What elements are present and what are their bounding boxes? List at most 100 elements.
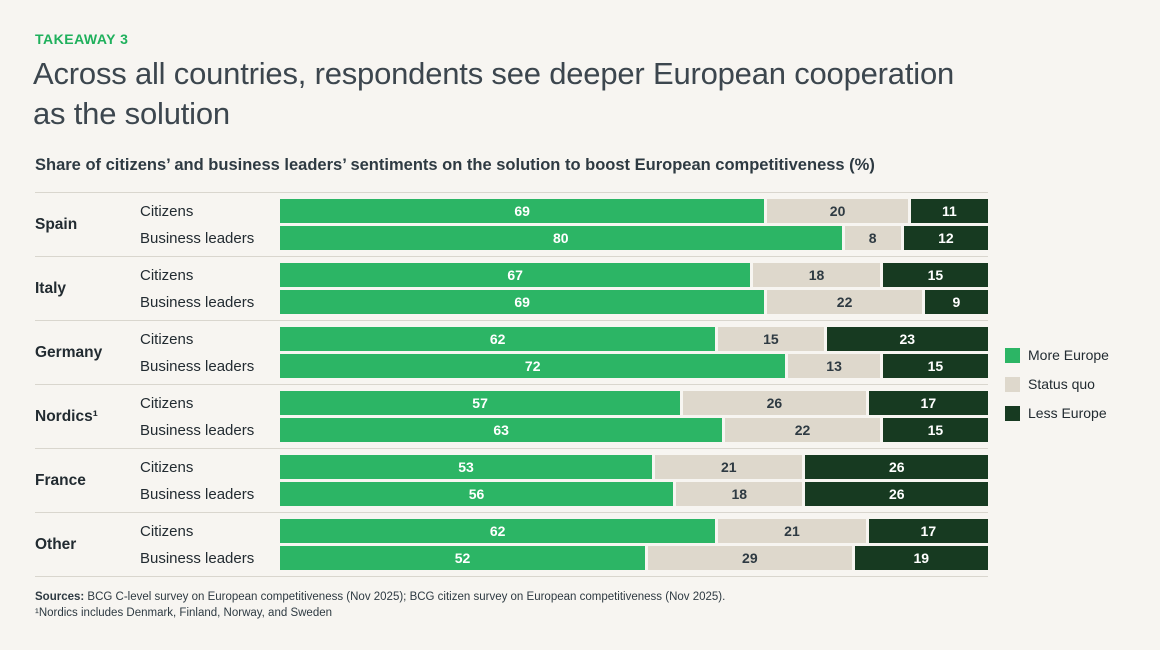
row-label: Citizens — [140, 458, 194, 476]
segment-value-label: 12 — [938, 230, 954, 246]
stacked-bar: 67 18 15 — [280, 263, 988, 287]
bar-segment-status-quo: 29 — [648, 546, 852, 570]
country-rows: Citizens 62 21 17 Business leaders 52 29 19 — [140, 519, 988, 570]
page-title-line-2: as the solution — [33, 96, 230, 131]
bar-segment-status-quo: 15 — [718, 327, 824, 351]
country-label: Germany — [35, 343, 103, 361]
bar-segment-less-europe: 19 — [854, 546, 988, 570]
stacked-bar: 57 26 17 — [280, 391, 988, 415]
bar-segment-more-europe: 56 — [280, 482, 674, 506]
segment-value-label: 15 — [763, 331, 779, 347]
bar-row: Citizens 57 26 17 — [140, 391, 988, 415]
chart-legend: More Europe Status quo Less Europe — [1005, 347, 1109, 421]
country-label: Nordics¹ — [35, 407, 98, 425]
row-label: Citizens — [140, 330, 194, 348]
bar-row: Business leaders 63 22 15 — [140, 418, 988, 442]
bar-segment-less-europe: 17 — [868, 391, 988, 415]
bar-segment-less-europe: 11 — [910, 199, 988, 223]
page-title-line-1: Across all countries, respondents see de… — [33, 56, 955, 91]
bar-row: Business leaders 56 18 26 — [140, 482, 988, 506]
bar-segment-status-quo: 26 — [683, 391, 866, 415]
segment-value-label: 23 — [899, 331, 916, 347]
stacked-bar: 80 8 12 — [280, 226, 988, 250]
bar-segment-less-europe: 15 — [882, 263, 988, 287]
bar-segment-more-europe: 63 — [280, 418, 723, 442]
footnote: ¹Nordics includes Denmark, Finland, Norw… — [35, 607, 333, 619]
segment-value-label: 15 — [927, 267, 944, 283]
country-label: Other — [35, 535, 77, 553]
legend-item-less-europe: Less Europe — [1005, 405, 1109, 421]
segment-value-label: 17 — [920, 395, 937, 411]
segment-value-label: 20 — [829, 203, 846, 219]
row-label: Citizens — [140, 522, 194, 540]
segment-value-label: 69 — [514, 294, 530, 310]
row-label: Business leaders — [140, 421, 255, 439]
segment-value-label: 63 — [493, 422, 509, 438]
bar-segment-more-europe: 80 — [280, 226, 842, 250]
legend-item-more-europe: More Europe — [1005, 347, 1109, 363]
segment-value-label: 9 — [952, 294, 961, 310]
row-label: Business leaders — [140, 229, 255, 247]
segment-value-label: 22 — [794, 422, 811, 438]
segment-value-label: 18 — [808, 267, 825, 283]
sources-text: BCG C-level survey on European competiti… — [87, 591, 726, 603]
segment-value-label: 17 — [920, 523, 937, 539]
bar-segment-less-europe: 26 — [805, 455, 988, 479]
bar-row: Business leaders 72 13 15 — [140, 354, 988, 378]
bar-segment-more-europe: 62 — [280, 327, 716, 351]
bar-segment-status-quo: 21 — [655, 455, 803, 479]
legend-label: Less Europe — [1028, 405, 1107, 421]
bar-row: Business leaders 80 8 12 — [140, 226, 988, 250]
stacked-bar: 52 29 19 — [280, 546, 988, 570]
stacked-bar: 56 18 26 — [280, 482, 988, 506]
legend-item-status-quo: Status quo — [1005, 376, 1109, 392]
country-rows: Citizens 53 21 26 Business leaders 56 18 26 — [140, 455, 988, 506]
country-group: Other Citizens 62 21 17 Business leaders 52 29 1… — [35, 512, 988, 577]
bar-segment-status-quo: 13 — [788, 354, 880, 378]
bar-segment-more-europe: 53 — [280, 455, 653, 479]
country-rows: Citizens 69 20 11 Business leaders 80 8 12 — [140, 199, 988, 250]
country-group: Nordics¹ Citizens 57 26 17 Business leaders 63… — [35, 384, 988, 448]
bar-segment-less-europe: 12 — [903, 226, 988, 250]
segment-value-label: 18 — [731, 486, 748, 502]
segment-value-label: 13 — [826, 358, 842, 374]
bar-segment-more-europe: 67 — [280, 263, 751, 287]
bar-row: Citizens 62 21 17 — [140, 519, 988, 543]
segment-value-label: 67 — [507, 267, 523, 283]
segment-value-label: 21 — [784, 523, 800, 539]
page-title: Across all countries, respondents see de… — [33, 54, 954, 134]
row-label: Citizens — [140, 202, 194, 220]
country-group: Italy Citizens 67 18 15 Business leaders 69 22 9 — [35, 256, 988, 320]
stacked-bar: 72 13 15 — [280, 354, 988, 378]
segment-value-label: 29 — [742, 550, 758, 566]
segment-value-label: 53 — [458, 459, 474, 475]
stacked-bar: 69 20 11 — [280, 199, 988, 223]
row-label: Business leaders — [140, 357, 255, 375]
bar-segment-status-quo: 8 — [844, 226, 901, 250]
country-label: Spain — [35, 215, 78, 233]
bar-row: Citizens 53 21 26 — [140, 455, 988, 479]
segment-value-label: 8 — [868, 230, 877, 246]
bar-segment-more-europe: 69 — [280, 199, 765, 223]
stacked-bar: 53 21 26 — [280, 455, 988, 479]
bar-segment-more-europe: 72 — [280, 354, 786, 378]
segment-value-label: 52 — [454, 550, 471, 566]
stacked-bar: 69 22 9 — [280, 290, 988, 314]
bar-segment-less-europe: 26 — [805, 482, 988, 506]
row-label: Citizens — [140, 394, 194, 412]
stacked-bar: 62 21 17 — [280, 519, 988, 543]
bar-segment-status-quo: 21 — [718, 519, 866, 543]
bar-row: Citizens 62 15 23 — [140, 327, 988, 351]
segment-value-label: 21 — [720, 459, 737, 475]
segment-value-label: 11 — [941, 203, 957, 219]
stacked-bar: 62 15 23 — [280, 327, 988, 351]
bar-segment-more-europe: 57 — [280, 391, 681, 415]
chart-subtitle: Share of citizens’ and business leaders’… — [35, 156, 875, 174]
bar-segment-status-quo: 18 — [753, 263, 880, 287]
bar-segment-less-europe: 9 — [924, 290, 988, 314]
footer: Sources: BCG C-level survey on European … — [35, 589, 725, 621]
bar-segment-less-europe: 23 — [826, 327, 988, 351]
row-label: Business leaders — [140, 293, 255, 311]
segment-value-label: 57 — [472, 395, 488, 411]
